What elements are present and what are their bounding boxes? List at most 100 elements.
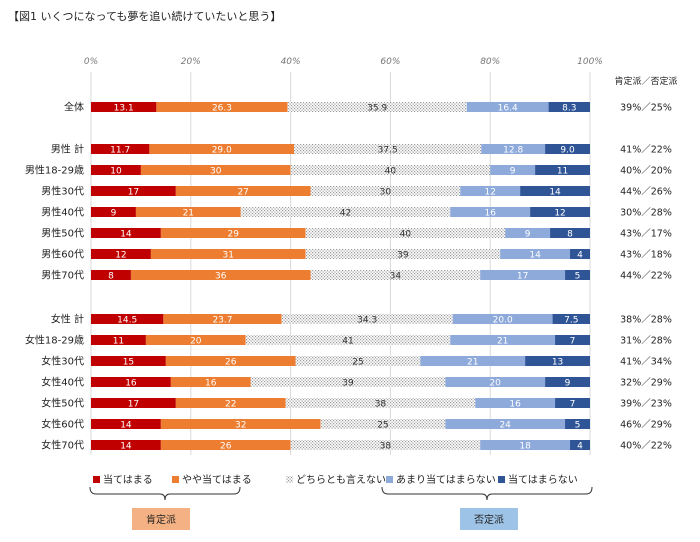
bar-segment (160, 440, 291, 450)
bar-row: 女性18-29歳 11 20 41 21 7 31%／28% (25, 334, 672, 347)
data-label: 17 (517, 271, 528, 281)
data-label: 8 (567, 229, 573, 239)
data-label: 21 (497, 336, 508, 346)
data-label: 14 (549, 187, 561, 197)
data-label: 29.0 (212, 145, 232, 155)
bar-segment (91, 314, 164, 324)
legend-label: どちらとも言えない (296, 473, 386, 486)
bar-row: 女性 計 14.5 23.7 34.3 20.0 7.5 38%／28% (51, 313, 672, 326)
bar-segment (91, 377, 171, 387)
bar-row: 全体 13.1 26.3 35.9 16.4 8.3 39%／25% (64, 101, 672, 114)
legend-item: あまり当てはまらない (386, 473, 496, 486)
data-label: 26 (225, 357, 237, 367)
bar-segment (445, 419, 566, 429)
data-label: 14 (120, 441, 132, 451)
x-axis-ticks: 0% 20% 40% 60% 80% 100% (84, 57, 603, 67)
data-label: 30 (210, 166, 222, 176)
bar-segment (535, 165, 590, 175)
summary-value: 30%／28% (620, 208, 672, 219)
data-label: 10 (110, 166, 122, 176)
bar-segment (552, 314, 590, 324)
x-tick-label: 40% (281, 57, 301, 67)
data-label: 11.7 (110, 145, 130, 155)
summary-value: 38%／28% (620, 315, 672, 326)
bar-segment (91, 335, 146, 345)
data-label: 9 (525, 229, 531, 239)
bar-segment (140, 165, 291, 175)
group-box-positive (132, 508, 190, 530)
category-label: 全体 (64, 101, 84, 114)
bar-row: 女性70代 14 26 38 18 4 40%／22% (41, 439, 672, 452)
bar-segment (91, 186, 176, 196)
bar-segment (130, 270, 311, 280)
bar-segment (295, 356, 421, 366)
legend-item: 当てはまらない (498, 473, 578, 486)
bar-row: 男性60代 12 31 39 14 4 43%／18% (41, 248, 672, 261)
summary-value: 44%／26% (620, 187, 672, 198)
data-label: 13 (552, 357, 563, 367)
bar-segment (310, 270, 481, 280)
bar-rows: 全体 13.1 26.3 35.9 16.4 8.3 39%／25% 男性 計 11.7 29.0… (25, 101, 672, 452)
data-label: 15 (123, 357, 134, 367)
legend-label: やや当てはまる (182, 473, 252, 486)
data-label: 16 (484, 208, 496, 218)
data-label: 39 (342, 378, 354, 388)
category-label: 女性30代 (41, 355, 84, 368)
data-label: 34.3 (357, 315, 377, 325)
bar-row: 男性70代 8 36 34 17 5 44%／22% (41, 269, 672, 282)
bar-segment (250, 377, 446, 387)
data-label: 29 (227, 229, 239, 239)
data-label: 20 (489, 378, 501, 388)
data-label: 7 (570, 336, 576, 346)
data-label: 38 (375, 399, 387, 409)
bar-segment (91, 440, 161, 450)
bar-segment (310, 186, 461, 196)
legend-label: 当てはまる (103, 473, 153, 486)
bar-segment (175, 186, 311, 196)
summary-value: 32%／29% (620, 378, 672, 389)
summary-value: 39%／25% (620, 103, 672, 114)
bar-segment (290, 165, 491, 175)
legend-swatch (93, 476, 100, 483)
bar-segment (570, 249, 590, 259)
data-label: 37.5 (378, 145, 398, 155)
bar-segment (445, 377, 546, 387)
data-label: 14 (120, 420, 132, 430)
bar-segment (149, 144, 295, 154)
legend-swatch (172, 476, 179, 483)
bar-segment (91, 398, 176, 408)
data-label: 34 (390, 271, 402, 281)
data-label: 25 (352, 357, 363, 367)
x-tick-label: 0% (84, 57, 98, 67)
data-label: 18 (519, 441, 531, 451)
bar-segment (150, 249, 306, 259)
group-label-negative: 否定派 (474, 513, 504, 526)
data-label: 26 (220, 441, 232, 451)
data-label: 12.8 (503, 145, 523, 155)
bar-segment (466, 102, 549, 112)
data-label: 5 (575, 271, 581, 281)
data-label: 39 (397, 250, 409, 260)
legend-item: 当てはまる (93, 473, 153, 486)
bar-segment (91, 270, 131, 280)
group-negative: 否定派 (460, 508, 518, 530)
bar-segment (480, 440, 571, 450)
data-label: 14 (120, 229, 132, 239)
data-label: 40 (385, 166, 397, 176)
summary-value: 41%／22% (620, 145, 672, 156)
data-label: 4 (577, 441, 583, 451)
bar-segment (135, 207, 241, 217)
bar-segment (500, 249, 571, 259)
data-label: 20.0 (493, 315, 513, 325)
data-label: 26.3 (212, 103, 232, 113)
summary-value: 39%／23% (620, 399, 672, 410)
data-label: 8 (108, 271, 114, 281)
data-label: 16 (205, 378, 217, 388)
legend-label: あまり当てはまらない (396, 473, 496, 486)
legend-label: 当てはまらない (508, 473, 578, 486)
data-label: 9 (111, 208, 117, 218)
data-label: 14.5 (117, 315, 137, 325)
group-labels: 肯定派 否定派 (89, 486, 593, 530)
bar-segment (565, 419, 590, 429)
